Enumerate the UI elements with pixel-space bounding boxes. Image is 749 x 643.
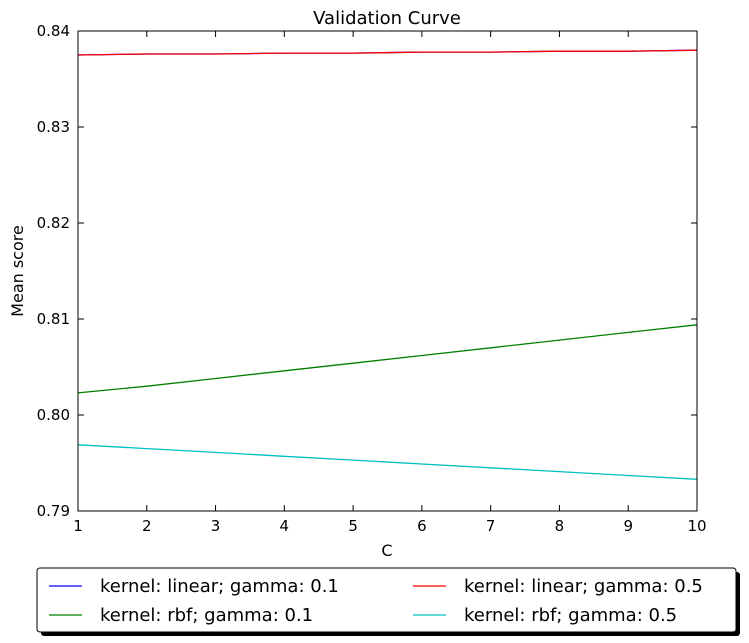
x-tick-label: 8 [555,517,565,535]
y-tick-label: 0.83 [37,118,70,136]
legend: kernel: linear; gamma: 0.1 kernel: rbf; g… [36,567,740,636]
x-tick-label: 7 [486,517,496,535]
x-tick-label: 5 [348,517,358,535]
x-tick-label: 6 [417,517,427,535]
series-layer [77,49,698,480]
x-axis-label: C [381,541,392,560]
legend-label: kernel: linear; gamma: 0.1 [100,576,339,597]
legend-label: kernel: rbf; gamma: 0.1 [100,605,313,626]
x-tick-label: 2 [142,517,152,535]
y-tick-label: 0.84 [37,22,70,40]
x-tick-label: 1 [73,517,83,535]
series-line-2 [77,49,698,56]
x-tick-label: 9 [623,517,633,535]
legend-box [36,567,737,633]
plot-frame [77,30,698,512]
y-tick-label: 0.81 [37,310,70,328]
legend-label: kernel: rbf; gamma: 0.5 [464,605,677,626]
legend-label: kernel: linear; gamma: 0.5 [464,576,703,597]
y-axis-label: Mean score [8,225,27,317]
y-tick-label: 0.82 [37,214,70,232]
chart-title: Validation Curve [313,8,461,29]
y-tick-label: 0.79 [37,502,70,520]
ticks-layer: 1 2 3 4 5 6 7 8 9 10 0.79 0.80 0.81 0.82 0.83 0.84 [37,22,707,535]
x-tick-label: 10 [687,517,706,535]
y-tick-label: 0.80 [37,406,70,424]
series-line-3 [77,324,698,394]
series-line-4 [77,444,698,480]
x-tick-label: 3 [211,517,221,535]
x-tick-label: 4 [280,517,290,535]
